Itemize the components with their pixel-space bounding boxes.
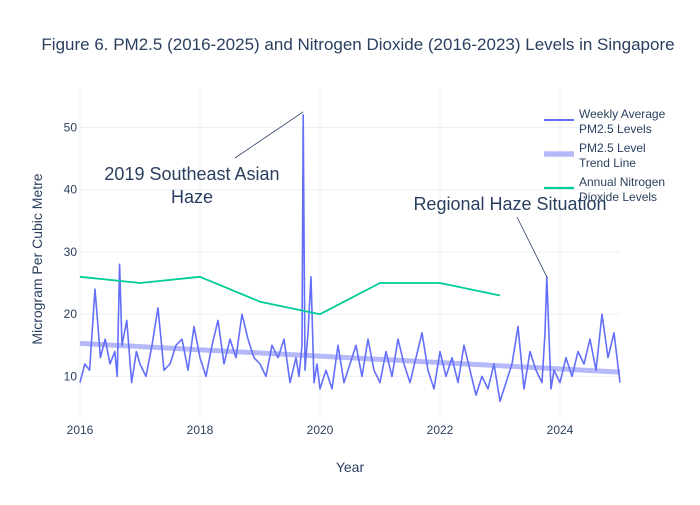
legend-label: Dioxide Levels — [579, 190, 657, 204]
y-axis-ticks: 10 20 30 40 50 — [64, 120, 78, 383]
x-tick-label: 2020 — [307, 423, 334, 437]
annotation-text: 2019 Southeast Asian — [104, 164, 279, 184]
gridlines — [79, 90, 620, 420]
chart-title: Figure 6. PM2.5 (2016-2025) and Nitrogen… — [41, 35, 674, 54]
x-tick-label: 2018 — [187, 423, 214, 437]
annotation-text: Regional Haze Situation — [413, 194, 606, 214]
series-group — [79, 114, 621, 403]
x-tick-label: 2016 — [67, 423, 94, 437]
y-tick-label: 20 — [64, 307, 78, 321]
annotation-text: Haze — [171, 187, 213, 207]
series-line-2 — [79, 275, 501, 316]
y-tick-label: 40 — [64, 183, 78, 197]
annotation-arrow — [516, 216, 548, 277]
annotations-group: 2019 Southeast Asian Haze Regional Haze Si… — [104, 111, 607, 277]
annotation-arrow — [234, 111, 304, 159]
legend-label: Annual Nitrogen — [579, 175, 665, 189]
x-axis-ticks: 2016 2018 2020 2022 2024 — [67, 423, 574, 437]
x-axis-title: Year — [336, 459, 365, 475]
legend-label: PM2.5 Levels — [579, 122, 652, 136]
x-tick-label: 2024 — [547, 423, 574, 437]
y-tick-label: 10 — [64, 369, 78, 383]
y-axis-title: Microgram Per Cubic Metre — [29, 173, 45, 344]
series-line-0 — [79, 114, 621, 403]
legend-label: PM2.5 Level — [579, 141, 646, 155]
y-tick-label: 50 — [64, 120, 78, 134]
legend-label: Weekly Average — [579, 107, 666, 121]
x-tick-label: 2022 — [427, 423, 454, 437]
legend-label: Trend Line — [579, 156, 636, 170]
y-tick-label: 30 — [64, 245, 78, 259]
series-line-1 — [79, 340, 621, 375]
